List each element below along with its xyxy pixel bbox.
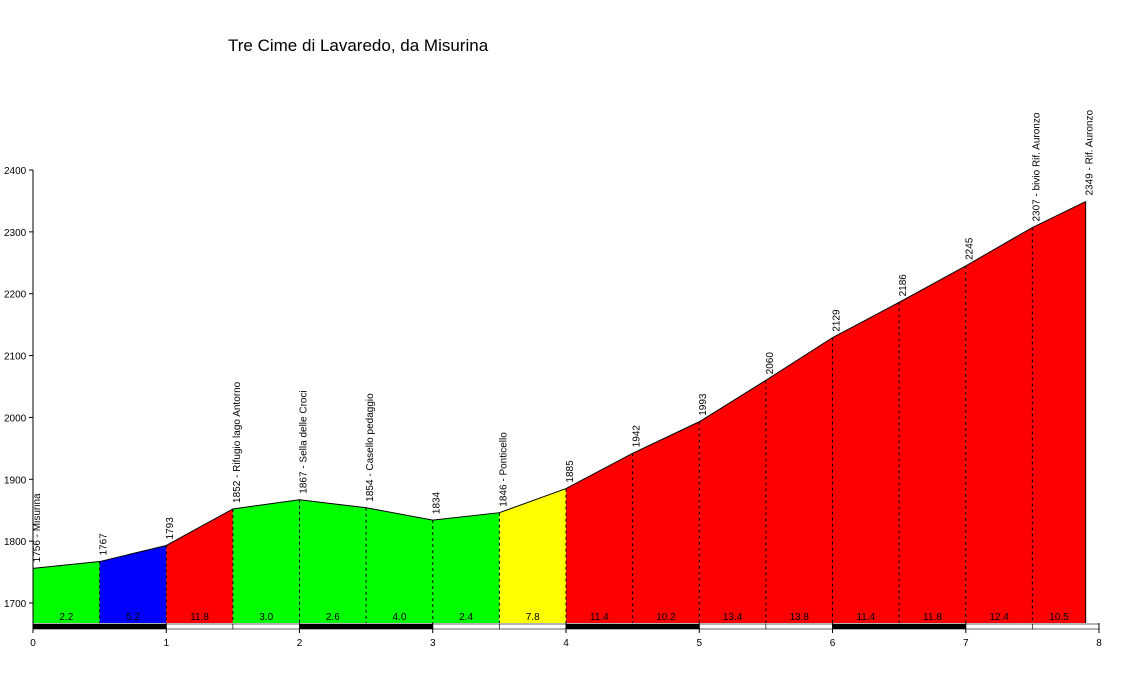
gradient-segment-10: [632, 421, 700, 623]
gradient-label-13: 11.4: [856, 612, 875, 623]
gradient-label-2: 5.2: [126, 612, 140, 623]
y-tick-label-1800: 1800: [4, 537, 27, 548]
scale-bar-8: [499, 623, 567, 630]
gradient-segment-9: [566, 453, 633, 623]
x-tick-label-1: 1: [163, 638, 169, 649]
x-tick-label-7: 7: [963, 638, 969, 649]
waypoint-label-3: 1793: [165, 517, 176, 540]
gradient-segment-12: [765, 337, 833, 623]
y-tick-label-1700: 1700: [4, 599, 27, 610]
waypoint-label-13: 2129: [832, 309, 843, 332]
gradient-label-15: 12.4: [989, 612, 1009, 623]
waypoint-label-10: 1942: [632, 425, 643, 448]
y-tick-label-2400: 2400: [4, 166, 27, 177]
x-axis: 0 1 2 3 4 5 6 7 8: [30, 623, 1102, 649]
scale-bar-7: [432, 623, 500, 630]
gradient-label-16: 10.5: [1049, 612, 1069, 623]
gradient-label-3: 11.8: [190, 612, 209, 623]
gradient-label-6: 4.0: [392, 612, 406, 623]
waypoint-label-8: 1846 - Ponticello: [498, 432, 509, 507]
gradient-label-9: 11.4: [590, 612, 609, 623]
profile-outline: [32, 201, 1086, 569]
waypoint-label-4: 1852 - Rifugio lago Antorno: [232, 381, 243, 503]
waypoint-label-15: 2245: [965, 237, 976, 260]
scale-bar-6: [365, 623, 434, 630]
x-tick-label-3: 3: [430, 638, 436, 649]
y-tick-label-2200: 2200: [4, 290, 27, 301]
scale-bar-11: [698, 623, 767, 630]
scale-bar-13: [832, 623, 900, 630]
gradient-segment-14: [899, 265, 966, 623]
gradient-segment-16: [1032, 201, 1086, 623]
gradient-segment-1: [33, 561, 100, 623]
gradient-label-5: 2.6: [326, 612, 340, 623]
waypoint-label-5: 1867 - Sella delle Croci: [299, 390, 310, 493]
distance-scale-bar: [32, 623, 1100, 630]
x-tick-label-8: 8: [1096, 638, 1102, 649]
y-tick-label-2300: 2300: [4, 228, 27, 239]
scale-bar-14: [898, 623, 967, 630]
gradient-labels: 2.2 5.2 11.8 3.0 2.6 4.0 2.4 7.8 11.4 10.2 13.4 13.…: [59, 612, 1069, 623]
x-tick-label-5: 5: [696, 638, 702, 649]
gradient-segment-11: [699, 380, 766, 623]
y-tick-label-2000: 2000: [4, 413, 27, 424]
gradient-segment-8: [499, 488, 566, 623]
profile-line: [32, 201, 1086, 569]
chart-title: Tre Cime di Lavaredo, da Misurina: [228, 36, 489, 55]
waypoint-label-11: 1993: [698, 393, 709, 416]
waypoint-label-12: 2060: [765, 352, 776, 375]
y-tick-label-1900: 1900: [4, 475, 27, 486]
waypoint-label-1: 1756 - Misurina: [32, 493, 43, 562]
km-dividers: [99, 201, 1087, 623]
waypoint-label-7: 1834: [432, 491, 443, 514]
waypoint-label-2: 1767: [99, 533, 110, 556]
gradient-label-10: 10.2: [656, 612, 676, 623]
x-tick-label-0: 0: [30, 638, 36, 649]
scale-bar-1: [32, 623, 100, 630]
scale-bar-16: [1032, 623, 1100, 630]
y-axis: 1700 1800 1900 2000 2100 2200 2300 2400: [4, 166, 34, 631]
gradient-label-7: 2.4: [459, 612, 473, 623]
gradient-segment-13: [832, 302, 900, 623]
gradient-label-11: 13.4: [723, 612, 743, 623]
scale-bar-5: [299, 623, 367, 630]
scale-bar-10: [632, 623, 700, 630]
gradient-label-12: 13.8: [789, 612, 809, 623]
gradient-label-4: 3.0: [259, 612, 273, 623]
gradient-label-14: 11.8: [923, 612, 942, 623]
gradient-segment-7: [432, 512, 500, 623]
scale-bar-9: [565, 623, 633, 630]
waypoint-label-6: 1854 - Casello pedaggio: [365, 393, 376, 502]
gradient-segment-3: [166, 508, 233, 623]
waypoint-label-16: 2307 - bivio Rif. Auronzo: [1031, 112, 1042, 221]
gradient-segment-4: [232, 499, 300, 623]
scale-bar-15: [965, 623, 1033, 630]
gradient-label-8: 7.8: [526, 612, 540, 623]
waypoint-label-17: 2349 - Rif. Auronzo: [1085, 110, 1096, 196]
scale-bar-2: [99, 623, 167, 630]
x-tick-label-2: 2: [297, 638, 303, 649]
gradient-segment-5: [299, 499, 367, 623]
scale-bar-4: [232, 623, 300, 630]
scale-bar-3: [165, 623, 234, 630]
gradient-segment-2: [99, 545, 167, 623]
scale-bar-12: [765, 623, 833, 630]
x-tick-label-6: 6: [830, 638, 836, 649]
waypoint-label-14: 2186: [898, 274, 909, 297]
gradient-label-1: 2.2: [59, 612, 73, 623]
waypoint-labels: 1756 - Misurina 1767 1793 1852 - Rifugio la…: [32, 110, 1096, 563]
gradient-segment-6: [366, 507, 433, 623]
gradient-segments: [33, 201, 1086, 623]
x-tick-label-4: 4: [563, 638, 569, 649]
y-tick-label-2100: 2100: [4, 352, 27, 363]
gradient-segment-15: [965, 227, 1033, 623]
waypoint-label-9: 1885: [565, 460, 576, 483]
